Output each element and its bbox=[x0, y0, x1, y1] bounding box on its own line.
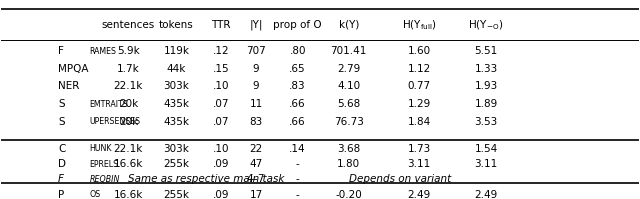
Text: 3.68: 3.68 bbox=[337, 144, 360, 154]
Text: RAMES: RAMES bbox=[90, 47, 116, 56]
Text: S: S bbox=[58, 117, 65, 127]
Text: TTR: TTR bbox=[211, 20, 231, 30]
Text: 17: 17 bbox=[250, 190, 263, 199]
Text: .80: .80 bbox=[289, 46, 306, 56]
Text: .66: .66 bbox=[289, 117, 306, 127]
Text: F: F bbox=[58, 46, 64, 56]
Text: HUNK: HUNK bbox=[90, 144, 112, 153]
Text: 1.89: 1.89 bbox=[474, 99, 498, 109]
Text: NER: NER bbox=[58, 81, 79, 91]
Text: 3.53: 3.53 bbox=[474, 117, 498, 127]
Text: .12: .12 bbox=[212, 46, 229, 56]
Text: S: S bbox=[58, 99, 65, 109]
Text: |Y|: |Y| bbox=[250, 20, 263, 30]
Text: .10: .10 bbox=[212, 81, 229, 91]
Text: 1.33: 1.33 bbox=[474, 64, 498, 74]
Text: 1.54: 1.54 bbox=[474, 144, 498, 154]
Text: sentences: sentences bbox=[102, 20, 155, 30]
Text: 5.51: 5.51 bbox=[474, 46, 498, 56]
Text: -: - bbox=[296, 174, 300, 184]
Text: 701.41: 701.41 bbox=[330, 46, 367, 56]
Text: EPRELS: EPRELS bbox=[90, 160, 118, 169]
Text: 303k: 303k bbox=[163, 81, 189, 91]
Text: REQBIN: REQBIN bbox=[90, 175, 120, 184]
Text: -: - bbox=[296, 190, 300, 199]
Text: -: - bbox=[296, 159, 300, 169]
Text: 16.6k: 16.6k bbox=[114, 190, 143, 199]
Text: .07: .07 bbox=[212, 99, 229, 109]
Text: 1.12: 1.12 bbox=[407, 64, 431, 74]
Text: 20k: 20k bbox=[119, 99, 138, 109]
Text: 11: 11 bbox=[250, 99, 263, 109]
Text: 707: 707 bbox=[246, 46, 266, 56]
Text: 119k: 119k bbox=[163, 46, 189, 56]
Text: D: D bbox=[58, 159, 66, 169]
Text: MPQA: MPQA bbox=[58, 64, 89, 74]
Text: 16.6k: 16.6k bbox=[114, 159, 143, 169]
Text: 1.80: 1.80 bbox=[337, 159, 360, 169]
Text: .07: .07 bbox=[212, 117, 229, 127]
Text: 5.68: 5.68 bbox=[337, 99, 360, 109]
Text: 1.73: 1.73 bbox=[407, 144, 431, 154]
Text: 1.93: 1.93 bbox=[474, 81, 498, 91]
Text: k(Y): k(Y) bbox=[339, 20, 359, 30]
Text: 3.11: 3.11 bbox=[474, 159, 498, 169]
Text: 435k: 435k bbox=[163, 99, 189, 109]
Text: 22.1k: 22.1k bbox=[114, 144, 143, 154]
Text: .09: .09 bbox=[212, 190, 229, 199]
Text: 9: 9 bbox=[253, 81, 259, 91]
Text: 83: 83 bbox=[250, 117, 263, 127]
Text: 1.60: 1.60 bbox=[408, 46, 431, 56]
Text: $\mathrm{H(Y_{-O})}$: $\mathrm{H(Y_{-O})}$ bbox=[468, 18, 504, 32]
Text: 1.84: 1.84 bbox=[407, 117, 431, 127]
Text: 22: 22 bbox=[250, 144, 263, 154]
Text: 76.73: 76.73 bbox=[334, 117, 364, 127]
Text: 4.10: 4.10 bbox=[337, 81, 360, 91]
Text: $\mathrm{H(Y_{full})}$: $\mathrm{H(Y_{full})}$ bbox=[401, 18, 436, 32]
Text: C: C bbox=[58, 144, 65, 154]
Text: 435k: 435k bbox=[163, 117, 189, 127]
Text: 255k: 255k bbox=[163, 190, 189, 199]
Text: 2.49: 2.49 bbox=[407, 190, 431, 199]
Text: 303k: 303k bbox=[163, 144, 189, 154]
Text: UPERSENSES: UPERSENSES bbox=[90, 117, 140, 126]
Text: tokens: tokens bbox=[159, 20, 194, 30]
Text: P: P bbox=[58, 190, 65, 199]
Text: 2.49: 2.49 bbox=[474, 190, 498, 199]
Text: 9: 9 bbox=[253, 64, 259, 74]
Text: 47: 47 bbox=[250, 159, 263, 169]
Text: 0.77: 0.77 bbox=[408, 81, 431, 91]
Text: .09: .09 bbox=[212, 159, 229, 169]
Text: OS: OS bbox=[90, 190, 100, 199]
Text: 20k: 20k bbox=[119, 117, 138, 127]
Text: Same as respective main task: Same as respective main task bbox=[129, 174, 285, 184]
Text: -0.20: -0.20 bbox=[335, 190, 362, 199]
Text: 3.11: 3.11 bbox=[407, 159, 431, 169]
Text: Depends on variant: Depends on variant bbox=[349, 174, 451, 184]
Text: 2.79: 2.79 bbox=[337, 64, 360, 74]
Text: 22.1k: 22.1k bbox=[114, 81, 143, 91]
Text: 4–7: 4–7 bbox=[247, 174, 266, 184]
Text: .14: .14 bbox=[289, 144, 306, 154]
Text: 1.29: 1.29 bbox=[407, 99, 431, 109]
Text: .66: .66 bbox=[289, 99, 306, 109]
Text: 44k: 44k bbox=[166, 64, 186, 74]
Text: 5.9k: 5.9k bbox=[117, 46, 140, 56]
Text: EMTRAITS: EMTRAITS bbox=[90, 100, 128, 109]
Text: .83: .83 bbox=[289, 81, 306, 91]
Text: prop of O: prop of O bbox=[273, 20, 322, 30]
Text: .10: .10 bbox=[212, 144, 229, 154]
Text: F: F bbox=[58, 174, 64, 184]
Text: .15: .15 bbox=[212, 64, 229, 74]
Text: 255k: 255k bbox=[163, 159, 189, 169]
Text: .65: .65 bbox=[289, 64, 306, 74]
Text: 1.7k: 1.7k bbox=[117, 64, 140, 74]
